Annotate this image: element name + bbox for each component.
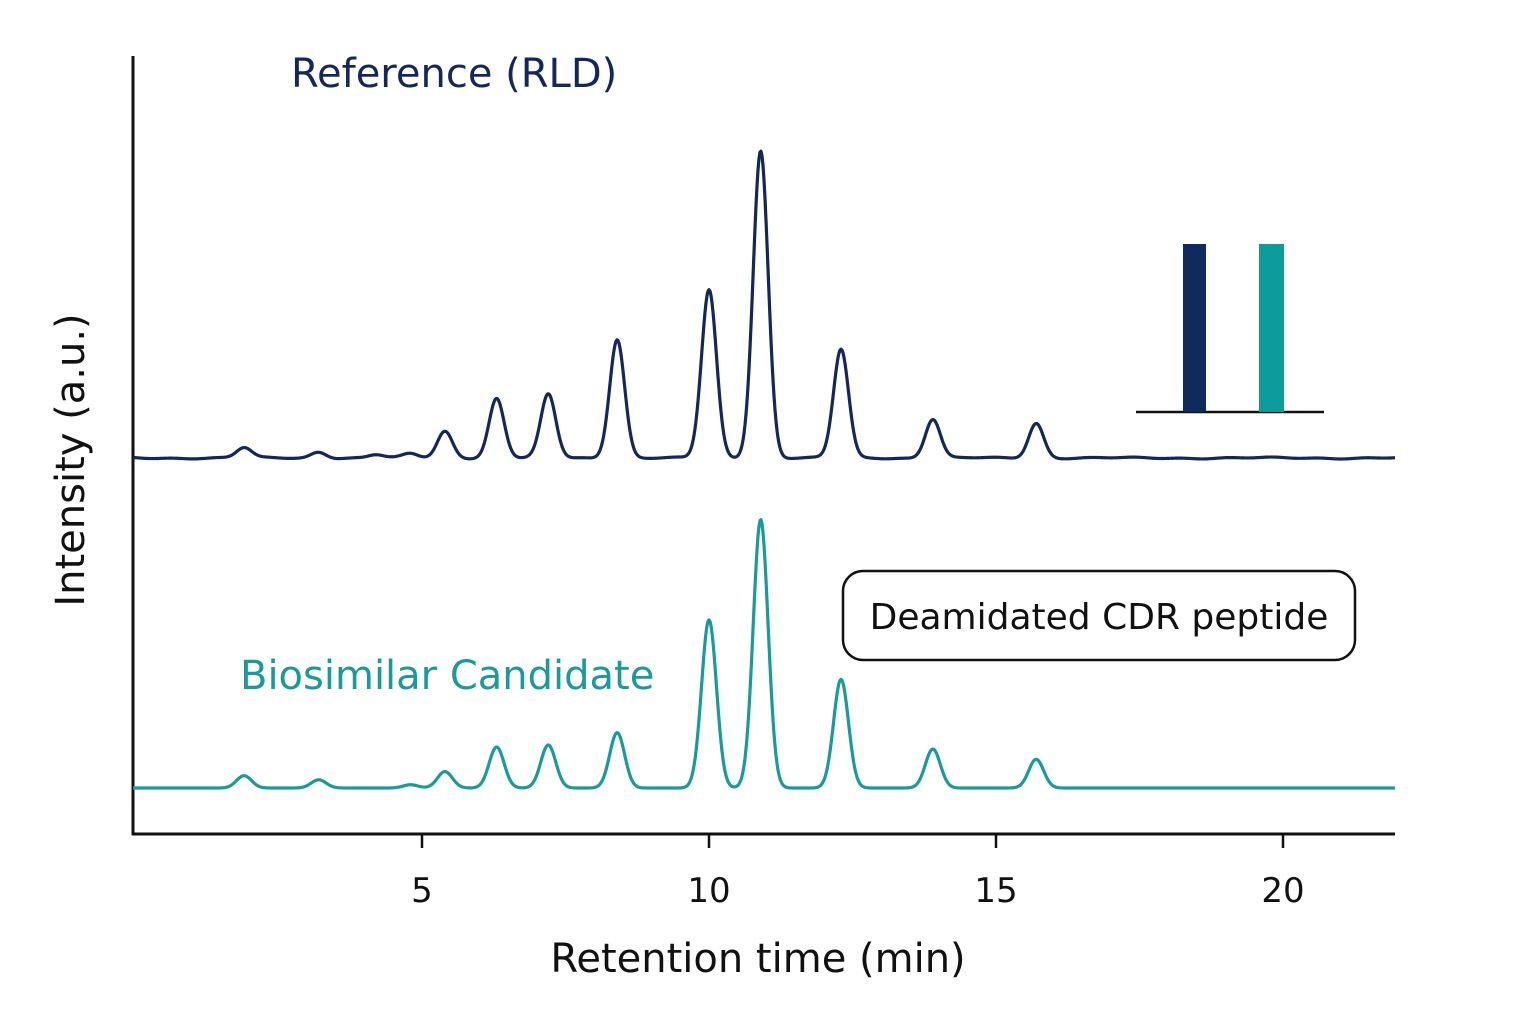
inset-bar-reference — [1183, 244, 1206, 412]
annotation-text: Deamidated CDR peptide — [870, 597, 1329, 638]
x-tick-label: 20 — [1261, 871, 1304, 911]
inset-bar-biosimilar — [1259, 244, 1284, 412]
x-tick-label: 5 — [411, 871, 433, 911]
reference-series-label: Reference (RLD) — [291, 51, 617, 97]
inset-bar-chart — [1136, 244, 1324, 414]
x-tick-label: 15 — [974, 871, 1017, 911]
x-tick-label: 10 — [687, 871, 730, 911]
biosimilar-series-label: Biosimilar Candidate — [240, 653, 654, 699]
y-axis-title: Intensity (a.u.) — [48, 313, 94, 606]
annotation-callout: Deamidated CDR peptide — [841, 569, 1357, 662]
annotation-box — [841, 569, 1357, 662]
reference-trace — [132, 149, 1396, 461]
biosimilar-trace — [132, 518, 1396, 790]
x-ticks: 5 10 15 20 — [411, 834, 1305, 911]
x-axis-title: Retention time (min) — [550, 936, 965, 982]
